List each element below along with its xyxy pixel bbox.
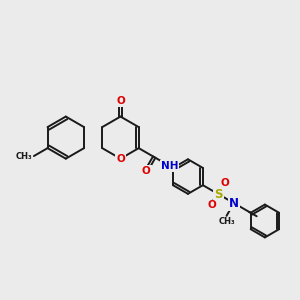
Text: O: O [116,154,125,164]
Text: NH: NH [161,161,178,171]
Text: O: O [208,200,216,210]
Text: O: O [142,166,151,176]
Text: S: S [214,188,223,201]
Text: O: O [220,178,229,188]
Text: CH₃: CH₃ [16,152,33,160]
Text: N: N [229,196,239,210]
Text: CH₃: CH₃ [218,217,235,226]
Text: O: O [116,96,125,106]
